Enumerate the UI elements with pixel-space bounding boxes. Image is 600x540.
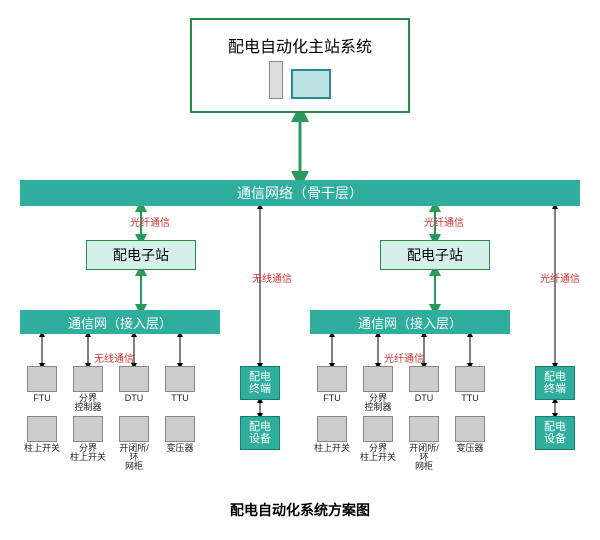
device-photo-icon [73,416,103,442]
device-photo-icon [363,366,393,392]
link-label: 无线通信 [94,350,134,365]
master-title: 配电自动化主站系统 [228,33,372,57]
device-photo-icon [27,416,57,442]
device-photo-icon [73,366,103,392]
link-label: 光纤通信 [424,214,464,229]
device-photo-icon [119,416,149,442]
diagram-caption: 配电自动化系统方案图 [0,500,600,520]
device-label: TTU [161,394,199,403]
device-label: 变压器 [161,444,199,453]
link-label: 光纤通信 [384,350,424,365]
master-station-box: 配电自动化主站系统 [190,18,410,113]
terminal-box: 配电 设备 [535,416,575,450]
device-label: FTU [23,394,61,403]
link-label: 无线通信 [252,270,292,285]
link-label: 光纤通信 [130,214,170,229]
device-photo-icon [27,366,57,392]
device-photo-icon [165,416,195,442]
device-photo-icon [119,366,149,392]
device-label: DTU [405,394,443,403]
device-photo-icon [363,416,393,442]
device-label: 柱上开关 [313,444,351,453]
substation-box: 配电子站 [86,240,196,270]
device-label: 分界 控制器 [359,394,397,412]
device-label: TTU [451,394,489,403]
access-layer-bar: 通信网（接入层） [20,310,220,334]
substation-box: 配电子站 [380,240,490,270]
access-layer-bar: 通信网（接入层） [310,310,510,334]
device-photo-icon [409,366,439,392]
device-label: 柱上开关 [23,444,61,453]
device-photo-icon [455,366,485,392]
device-photo-icon [317,416,347,442]
device-photo-icon [455,416,485,442]
terminal-box: 配电 终端 [240,366,280,400]
device-label: 开闭所/环 网柜 [115,444,153,471]
device-label: 分界 柱上开关 [359,444,397,462]
terminal-box: 配电 设备 [240,416,280,450]
device-label: 变压器 [451,444,489,453]
server-tower-icon [269,61,283,99]
master-icons [269,61,331,99]
monitor-icon [291,69,331,99]
device-label: 分界 控制器 [69,394,107,412]
device-label: DTU [115,394,153,403]
link-label: 光纤通信 [540,270,580,285]
device-photo-icon [409,416,439,442]
device-label: 开闭所/环 网柜 [405,444,443,471]
backbone-label: 通信网络（骨干层） [237,183,363,203]
device-label: FTU [313,394,351,403]
device-photo-icon [317,366,347,392]
terminal-box: 配电 终端 [535,366,575,400]
device-photo-icon [165,366,195,392]
backbone-bar: 通信网络（骨干层） [20,180,580,206]
device-label: 分界 柱上开关 [69,444,107,462]
